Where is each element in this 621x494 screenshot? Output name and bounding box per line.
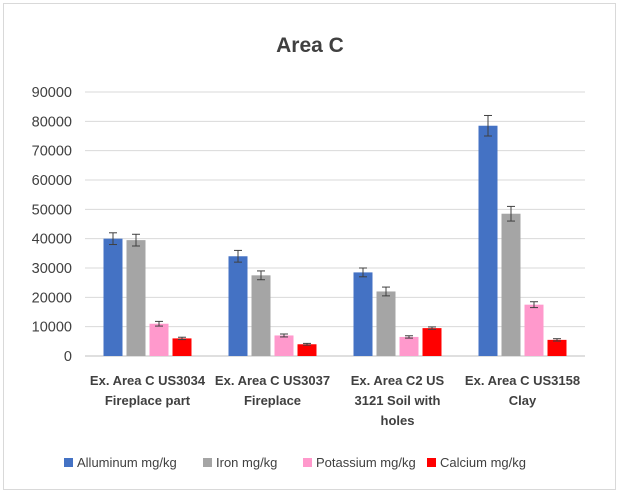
bar	[126, 240, 146, 356]
y-tick-label: 20000	[32, 290, 72, 306]
x-tick-label: Ex. Area C2 US 3121 Soil with holes	[351, 373, 445, 428]
x-tick-label: Ex. Area C US3158 Clay	[465, 373, 580, 408]
bar	[501, 213, 521, 356]
bar	[547, 339, 567, 356]
bar	[149, 323, 169, 356]
bar	[274, 335, 294, 356]
legend-swatch	[203, 458, 212, 467]
legend-label: Iron mg/kg	[216, 455, 277, 470]
legend-swatch	[64, 458, 73, 467]
legend-label: Potassium mg/kg	[316, 455, 416, 470]
bar	[524, 304, 544, 356]
x-tick-label: Ex. Area C US3034 Fireplace part	[90, 373, 206, 408]
y-tick-label: 40000	[32, 232, 72, 248]
y-tick-label: 50000	[32, 202, 72, 218]
bar	[297, 344, 317, 356]
bar	[172, 338, 192, 356]
bar	[103, 238, 123, 356]
x-tick-label: Ex. Area C US3037 Fireplace	[215, 373, 330, 408]
legend-label: Calcium mg/kg	[440, 455, 526, 470]
bar	[422, 328, 442, 356]
legend-label: Alluminum mg/kg	[77, 455, 177, 470]
y-tick-label: 90000	[32, 85, 72, 101]
legend-swatch	[427, 458, 436, 467]
bar	[251, 275, 271, 356]
y-tick-label: 80000	[32, 114, 72, 130]
bar	[376, 291, 396, 356]
y-tick-label: 70000	[32, 144, 72, 160]
bar	[353, 272, 373, 356]
y-tick-label: 60000	[32, 173, 72, 189]
bar	[228, 256, 248, 356]
legend-swatch	[303, 458, 312, 467]
bar	[478, 125, 498, 356]
y-tick-label: 30000	[32, 261, 72, 277]
chart-title: Area C	[276, 34, 344, 57]
y-tick-label: 10000	[32, 320, 72, 336]
bar	[399, 336, 419, 356]
y-tick-label: 0	[64, 349, 72, 365]
